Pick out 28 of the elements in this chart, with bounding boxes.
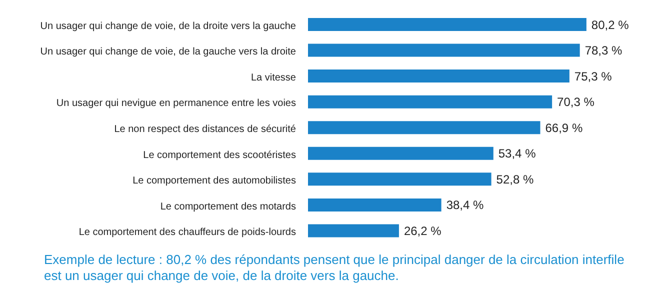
bar [308,18,586,31]
bar [308,198,442,212]
bar [308,172,492,186]
data-label: 66,9 % [545,120,583,135]
y-tick-label: La vitesse [250,72,296,84]
bar [308,70,570,83]
y-tick-label: Le comportement des automobilistes [132,176,296,187]
bar [308,95,552,108]
data-label: 53,4 % [498,146,536,161]
bar [308,44,580,57]
data-label: 80,2 % [591,18,630,32]
y-tick-label: Un usager qui change de voie, de la gauche vers la droite [40,46,296,58]
data-label: 38,4 % [446,198,484,212]
y-tick-label: Le comportement des scootéristes [143,150,296,161]
y-tick-label: Un usager qui nevigue en permanence entre les voies [56,98,296,110]
data-label: 52,8 % [496,172,534,186]
y-tick-label: Le comportement des motards [160,201,296,212]
bar [308,146,494,160]
bar [308,224,399,238]
data-label: 70,3 % [557,95,595,110]
data-label: 78,3 % [584,44,623,58]
data-label: 26,2 % [404,224,442,238]
y-tick-label: Un usager qui change de voie, de la droite vers la gauche [40,20,296,32]
bar [308,121,540,134]
y-tick-label: Le comportement des chauffeurs de poids-lourds [78,227,296,238]
text: Exemple de lecture : 80,2 % des répondants pensent que le principal danger de la circulation interfile est un usager qui change de voie, de la droite vers la gauche. [44,252,626,284]
data-label: 75,3 % [574,69,612,84]
y-tick-label: Le non respect des distances de sécurité [114,124,296,135]
